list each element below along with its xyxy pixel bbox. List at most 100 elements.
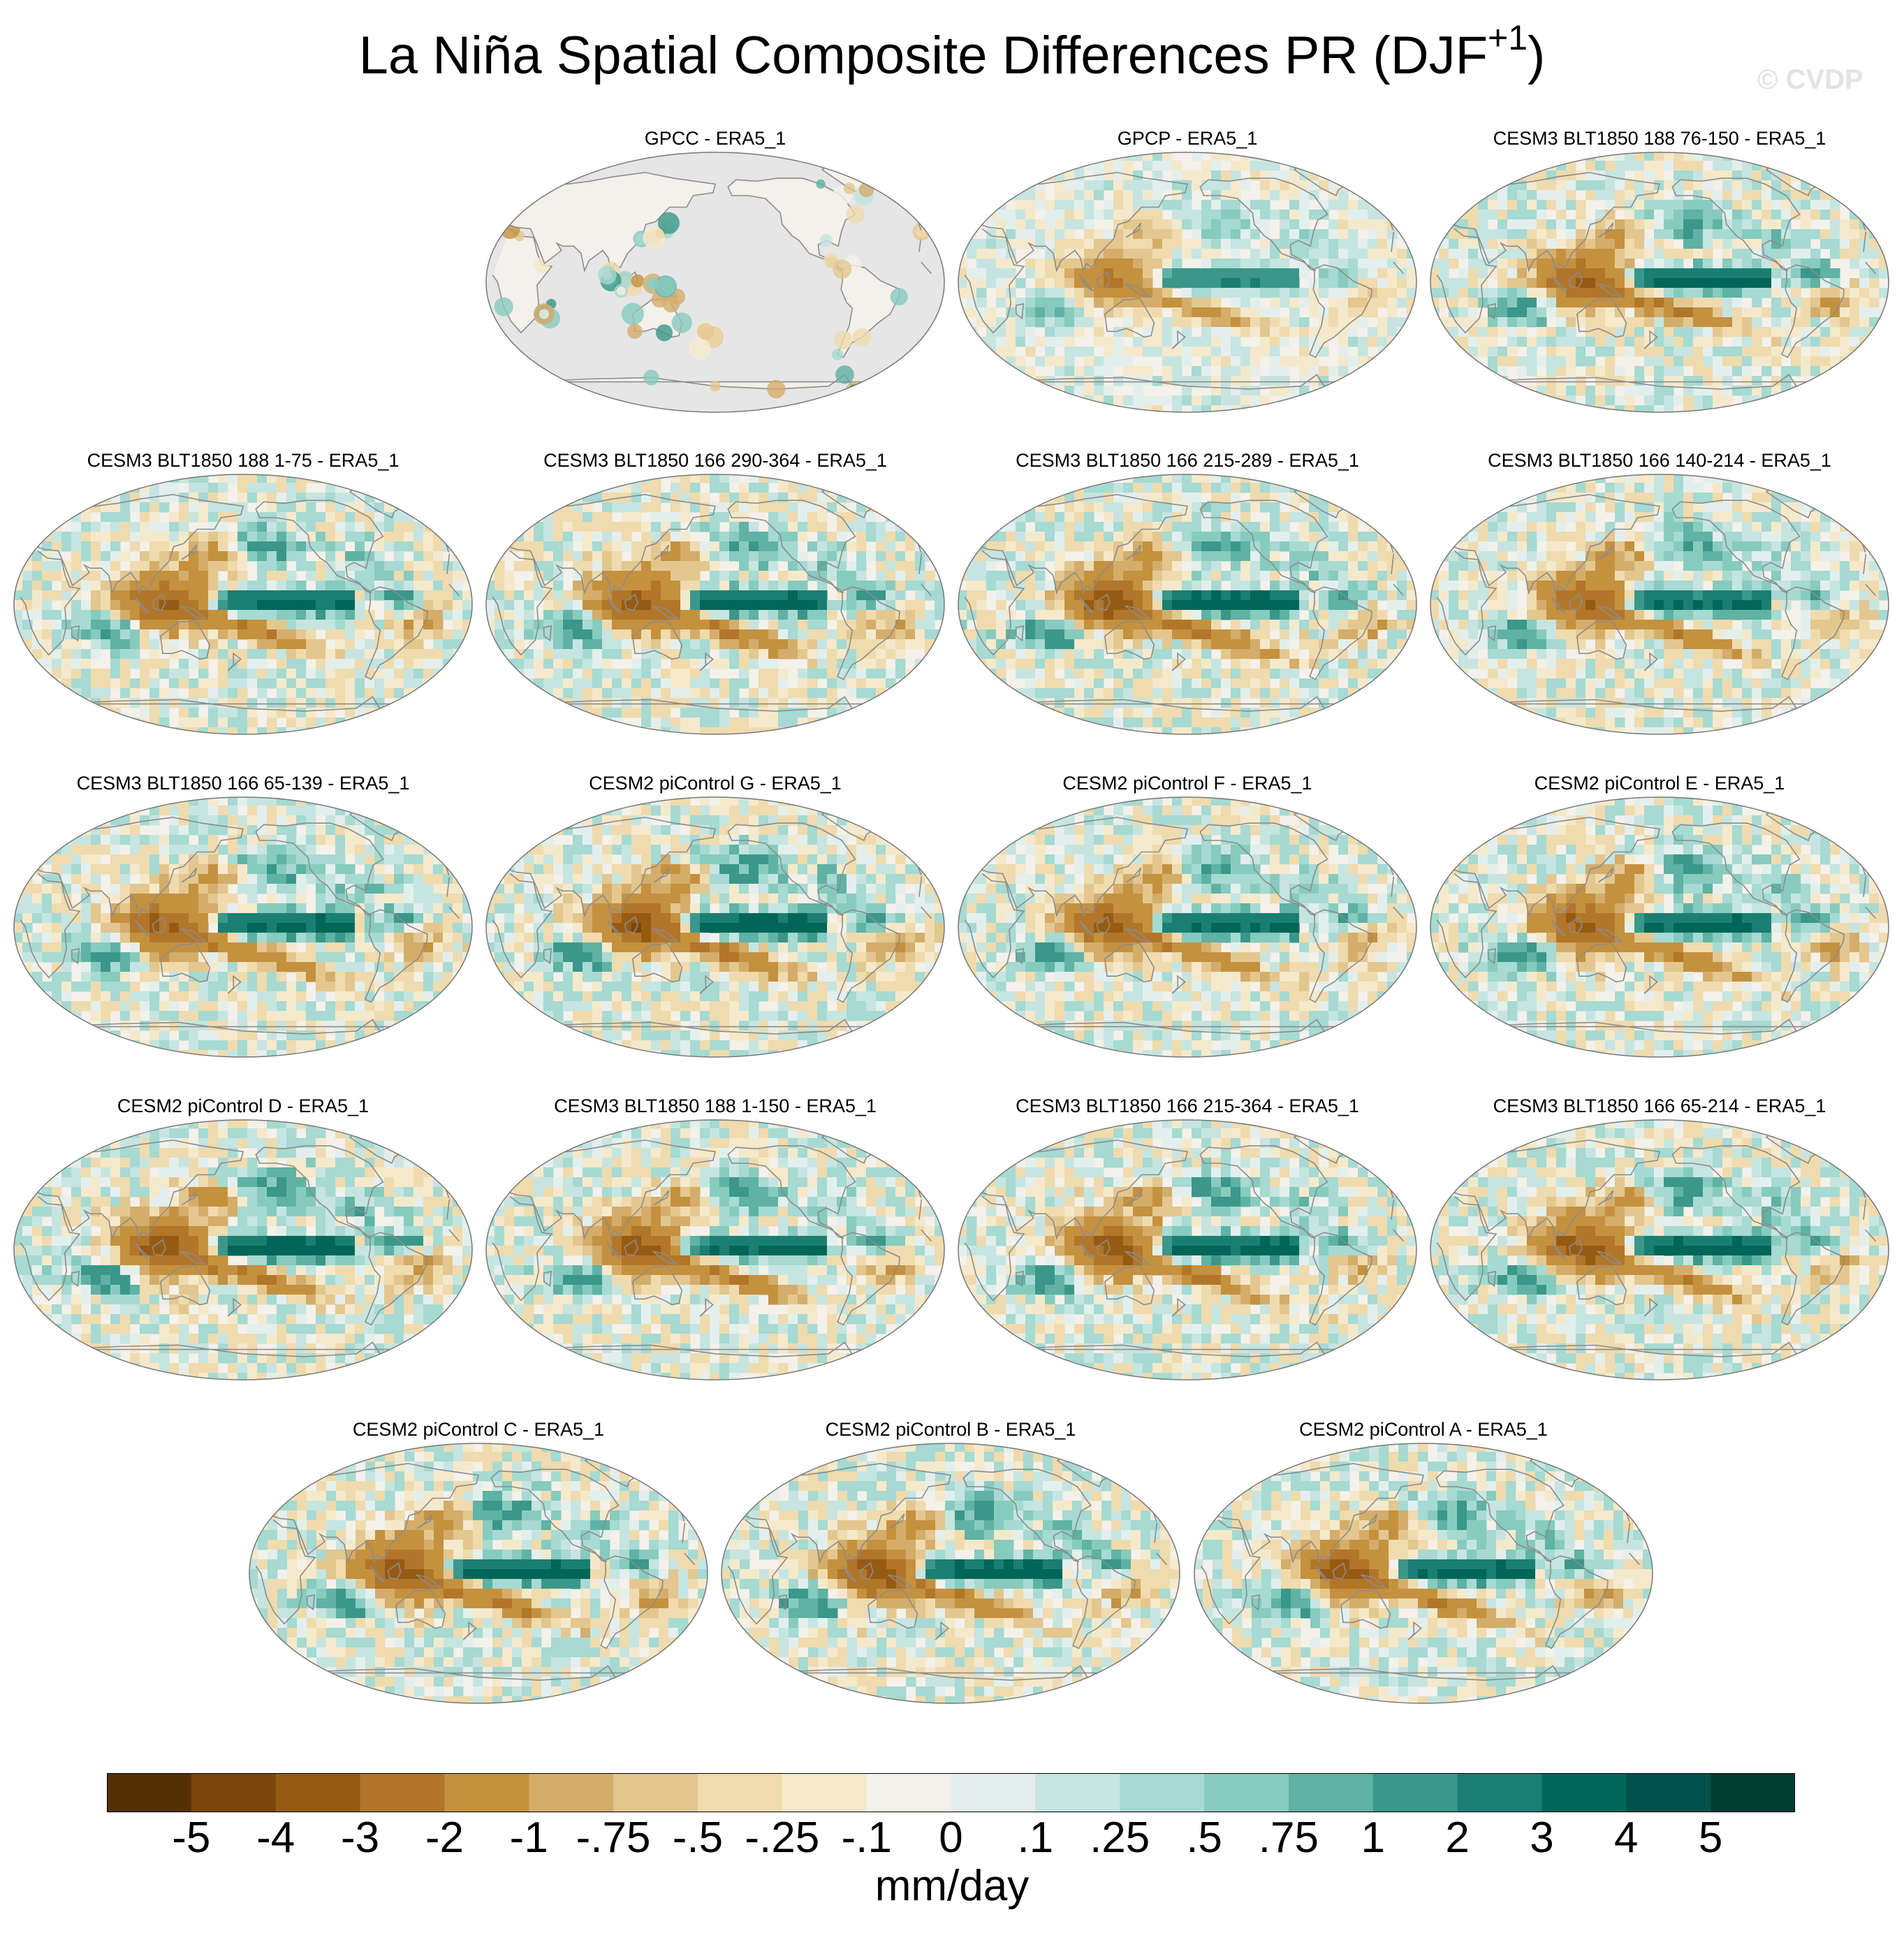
precip-cell (110, 659, 121, 669)
precip-cell (1368, 298, 1378, 308)
precip-cell (986, 502, 997, 513)
precip-cell (798, 532, 808, 542)
precip-cell (1537, 200, 1547, 210)
precip-cell (433, 708, 444, 718)
precip-cell (1527, 395, 1537, 406)
precip-cell (1693, 317, 1704, 328)
precip-cell (120, 493, 131, 503)
precip-cell (325, 474, 336, 483)
precip-cell (1377, 483, 1388, 493)
precip-cell (935, 474, 944, 483)
precip-cell (573, 688, 583, 699)
precip-cell (1221, 376, 1231, 386)
precip-cell (1732, 386, 1743, 396)
precip-cell (1377, 386, 1388, 396)
precip-cell (1810, 366, 1821, 377)
precip-cell (1703, 200, 1713, 210)
precip-cell (1387, 180, 1398, 191)
precip-cell (404, 698, 414, 708)
precip-cell (1762, 219, 1772, 230)
precip-cell (1634, 405, 1645, 412)
precip-cell (935, 717, 944, 728)
precip-cell (1250, 483, 1261, 493)
precip-cell (876, 610, 886, 620)
precip-cell (1260, 170, 1270, 181)
precip-cell (1416, 170, 1418, 181)
precip-cell (1104, 161, 1114, 171)
precip-cell (1820, 298, 1831, 308)
precip-cell (1605, 219, 1616, 230)
precip-cell (486, 561, 495, 571)
precip-cell (1368, 210, 1378, 220)
precip-cell (1123, 170, 1134, 181)
precip-cell (729, 522, 740, 532)
precip-cell (374, 571, 385, 581)
precip-cell (306, 649, 316, 660)
precip-cell (1250, 347, 1261, 357)
precip-cell (1231, 210, 1241, 220)
precip-cell (856, 610, 867, 620)
precip-cell (1035, 502, 1046, 513)
precip-cell (1299, 239, 1310, 249)
precip-cell (602, 610, 613, 620)
precip-cell (778, 532, 789, 542)
precip-cell (915, 678, 925, 689)
precip-cell (208, 629, 219, 640)
precip-cell (798, 610, 808, 620)
precip-cell (365, 532, 375, 542)
precip-cell (355, 659, 365, 669)
precip-cell (1615, 180, 1625, 191)
precip-cell (1644, 249, 1655, 259)
precip-cell (1889, 395, 1890, 406)
precip-cell (1869, 347, 1880, 357)
precip-cell (1094, 288, 1104, 298)
precip-cell (335, 600, 346, 611)
precip-cell (944, 473, 946, 483)
precip-cell (1439, 249, 1449, 259)
precip-cell (1152, 405, 1163, 412)
precip-cell (1615, 405, 1625, 412)
precip-cell (1449, 395, 1459, 406)
precip-cell (1889, 337, 1890, 347)
precip-cell (1869, 307, 1880, 318)
precip-cell (453, 532, 463, 542)
precip-cell (690, 600, 701, 611)
precip-cell (1615, 288, 1625, 298)
precip-cell (1280, 219, 1290, 230)
precip-cell (394, 512, 404, 523)
precip-cell (710, 678, 720, 689)
precip-cell (768, 512, 779, 523)
precip-cell (443, 639, 453, 650)
land-anomaly (819, 233, 833, 247)
precip-cell (563, 678, 573, 689)
precip-cell (739, 727, 749, 734)
precip-cell (1152, 210, 1163, 220)
precip-cell (486, 698, 495, 708)
precip-cell (1260, 317, 1270, 328)
precip-cell (110, 727, 121, 734)
precip-cell (710, 522, 720, 532)
precip-cell (179, 669, 189, 679)
precip-cell (472, 649, 474, 660)
precip-cell (553, 610, 564, 620)
precip-cell (1732, 180, 1743, 191)
precip-cell (345, 649, 356, 660)
precip-cell (179, 610, 189, 620)
precip-cell (1762, 200, 1772, 210)
precip-cell (612, 590, 622, 601)
precip-cell (1771, 347, 1782, 357)
precip-cell (1507, 258, 1518, 269)
precip-cell (1488, 229, 1498, 240)
precip-cell (1280, 278, 1290, 289)
precip-cell (208, 708, 219, 718)
precip-cell (1654, 298, 1664, 308)
precip-cell (208, 551, 219, 562)
precip-cell (631, 590, 642, 601)
precip-cell (661, 669, 671, 679)
precip-cell (592, 649, 603, 660)
precip-cell (1260, 376, 1270, 386)
precip-cell (14, 541, 23, 552)
precip-cell (1674, 376, 1684, 386)
precip-cell (680, 688, 691, 699)
precip-cell (1703, 239, 1713, 249)
